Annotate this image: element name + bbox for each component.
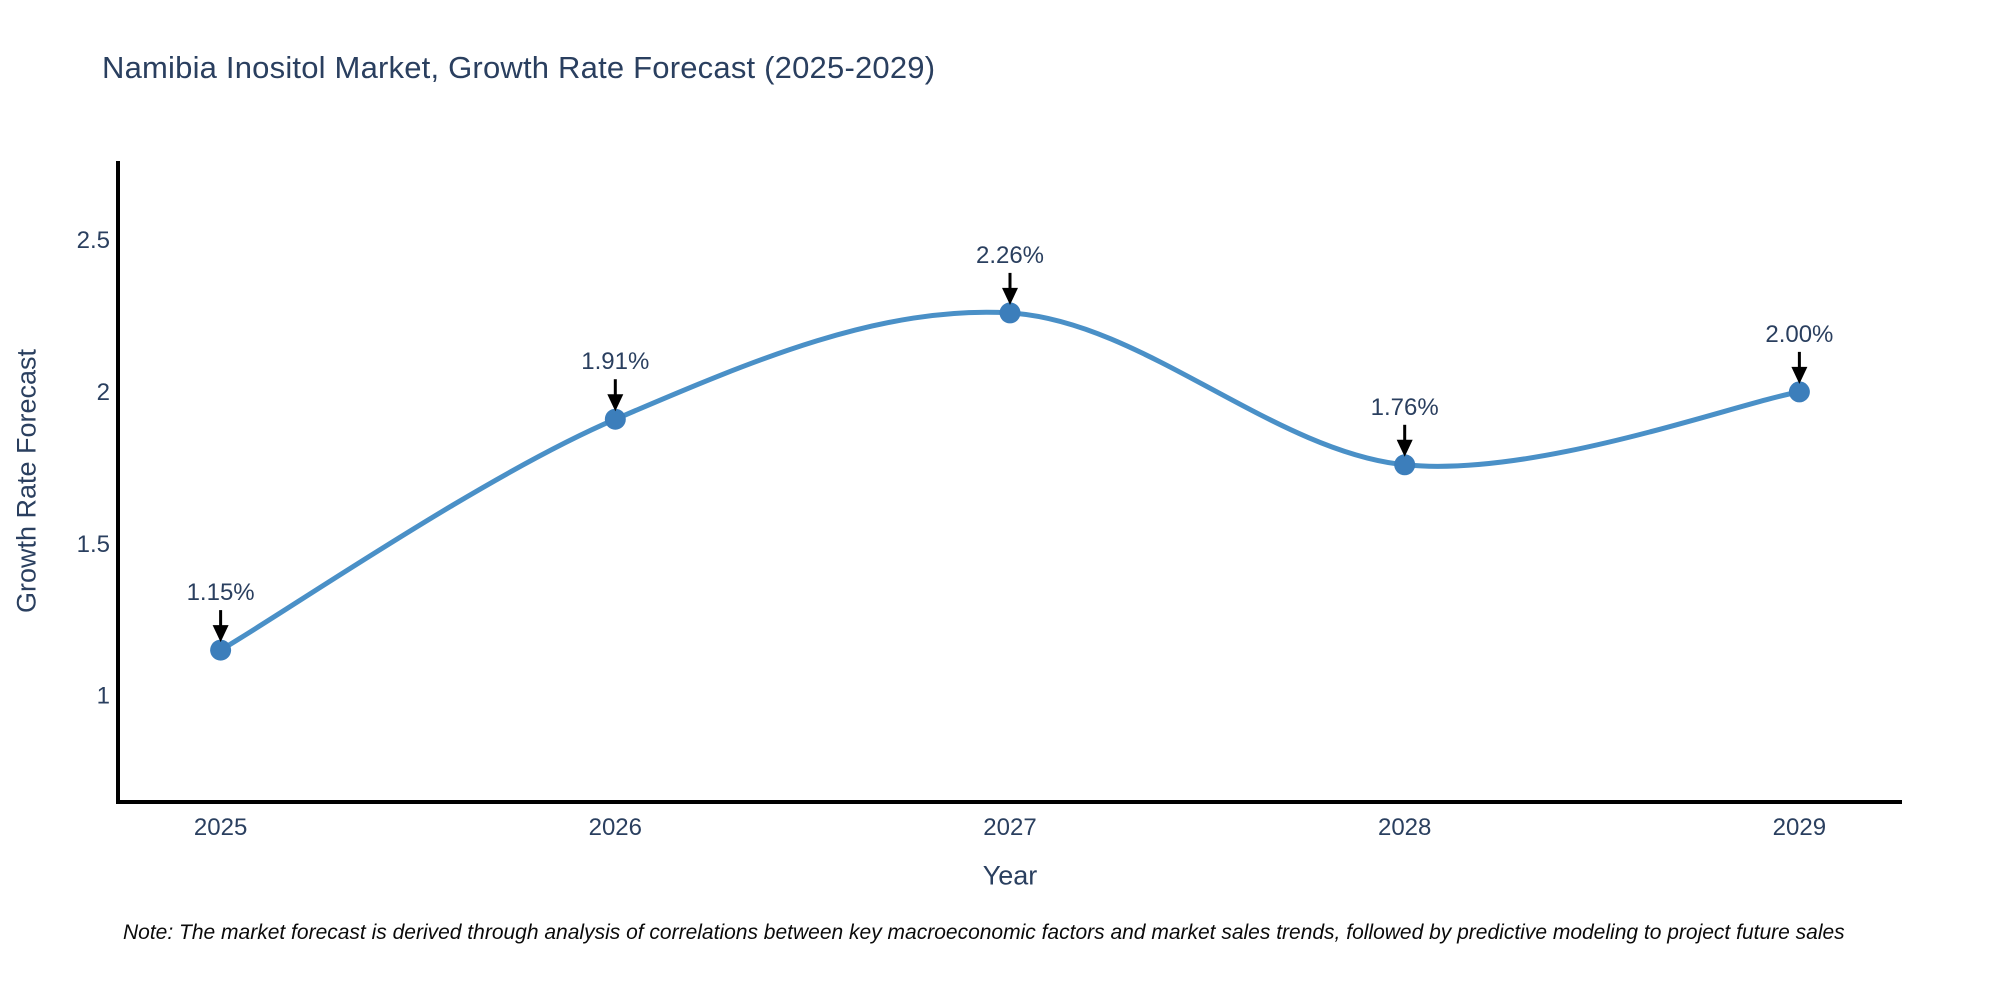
- data-point-value-label: 1.91%: [581, 348, 649, 375]
- x-tick-label: 2028: [1378, 814, 1431, 841]
- x-axis-title: Year: [982, 860, 1038, 891]
- y-tick-label: 2: [97, 379, 110, 406]
- data-point-value-label: 2.00%: [1765, 321, 1833, 348]
- forecast-trend-line: [218, 309, 1802, 653]
- x-tick-label: 2025: [194, 814, 247, 841]
- data-point-marker[interactable]: [999, 302, 1021, 324]
- annotation-arrowhead-icon: [607, 394, 624, 412]
- data-point-marker[interactable]: [1788, 381, 1810, 403]
- annotation-arrowhead-icon: [212, 625, 229, 643]
- y-axis-title: Growth Rate Forecast: [11, 348, 42, 614]
- y-tick-label: 1.5: [77, 531, 110, 558]
- x-tick-label: 2027: [983, 814, 1036, 841]
- data-point-value-label: 1.15%: [187, 579, 255, 606]
- data-point-marker[interactable]: [210, 639, 232, 661]
- annotation-arrowhead-icon: [1002, 287, 1018, 305]
- chart-title: Namibia Inositol Market, Growth Rate For…: [102, 50, 936, 85]
- data-point-marker[interactable]: [1394, 454, 1416, 476]
- y-tick-label: 1: [97, 683, 110, 710]
- y-tick-label: 2.5: [77, 227, 110, 254]
- footnote-text: Note: The market forecast is derived thr…: [123, 921, 1845, 944]
- annotation-arrowhead-icon: [1791, 366, 1808, 384]
- data-point-value-label: 2.26%: [976, 242, 1044, 269]
- data-point-marker[interactable]: [604, 408, 626, 430]
- annotation-arrowhead-icon: [1396, 439, 1413, 457]
- x-tick-label: 2026: [589, 814, 642, 841]
- x-tick-label: 2029: [1773, 814, 1826, 841]
- data-point-value-label: 1.76%: [1371, 394, 1439, 421]
